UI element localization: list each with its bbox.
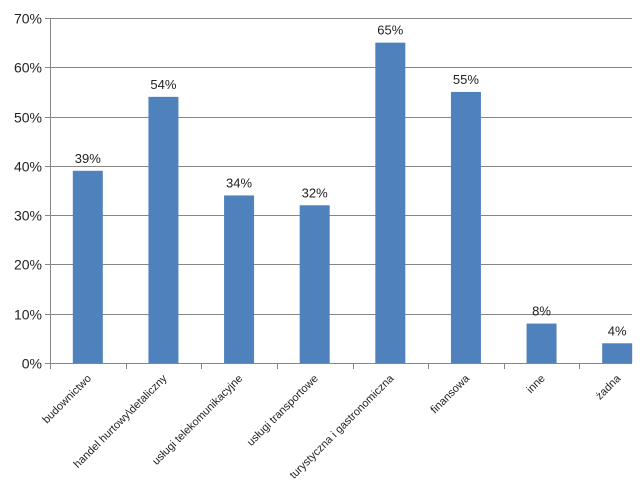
- data-label: 34%: [226, 175, 252, 190]
- data-label: 39%: [75, 151, 101, 166]
- data-label: 54%: [150, 77, 176, 92]
- y-tick-label: 60%: [14, 60, 42, 76]
- data-label: 32%: [302, 185, 328, 200]
- y-tick-label: 40%: [14, 159, 42, 175]
- x-tick-label: usługi transportowe: [245, 373, 321, 449]
- bar: [375, 42, 406, 364]
- y-tick-label: 50%: [14, 110, 42, 126]
- bar: [526, 323, 557, 363]
- y-tick-label: 20%: [14, 257, 42, 273]
- bar: [72, 170, 103, 363]
- bar: [602, 343, 633, 363]
- y-tick-label: 30%: [14, 208, 42, 224]
- data-label: 55%: [453, 72, 479, 87]
- y-tick-label: 70%: [14, 11, 42, 27]
- bar: [148, 96, 179, 363]
- x-tick-label: budownictwo: [40, 373, 93, 426]
- bar: [299, 205, 330, 363]
- x-tick-label: finansowa: [429, 372, 473, 416]
- x-tick-label: usługi telekomunikacyjne: [150, 373, 245, 468]
- x-tick-label: inne: [524, 373, 547, 396]
- data-label: 65%: [377, 23, 403, 38]
- data-label: 8%: [532, 304, 551, 319]
- bar: [224, 195, 255, 363]
- data-label: 4%: [608, 323, 627, 338]
- y-tick-label: 10%: [14, 307, 42, 323]
- y-tick-label: 0%: [22, 356, 42, 372]
- bar: [450, 91, 481, 363]
- x-tick-label: żadna: [594, 372, 624, 402]
